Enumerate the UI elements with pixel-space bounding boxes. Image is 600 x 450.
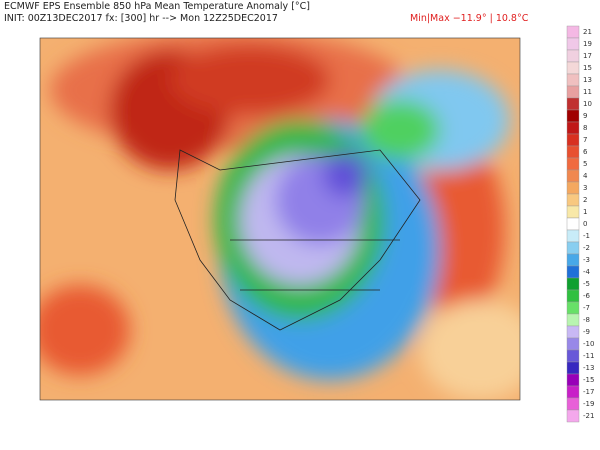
colorbar-label: 4: [583, 172, 588, 180]
colorbar-label: -13: [583, 364, 594, 372]
colorbar-label: 11: [583, 88, 592, 96]
colorbar-label: 7: [583, 136, 587, 144]
colorbar-swatch: [566, 85, 580, 99]
colorbar-label: -6: [583, 292, 591, 300]
colorbar-label: 15: [583, 64, 592, 72]
colorbar-swatch: [566, 277, 580, 291]
colorbar-label: 19: [583, 40, 592, 48]
colorbar-label: -10: [583, 340, 594, 348]
colorbar-label: 13: [583, 76, 592, 84]
colorbar-swatch: [566, 133, 580, 147]
colorbar-label: -11: [583, 352, 594, 360]
colorbar: 211917151311109876543210-1-2-3-4-5-6-7-8…: [566, 25, 594, 423]
colorbar-label: 9: [583, 112, 587, 120]
colorbar-swatch: [566, 229, 580, 243]
colorbar-swatch: [566, 385, 580, 399]
colorbar-label: -19: [583, 400, 594, 408]
colorbar-swatch: [566, 241, 580, 255]
colorbar-swatch: [566, 337, 580, 351]
colorbar-label: -4: [583, 268, 591, 276]
colorbar-swatch: [566, 301, 580, 315]
colorbar-label: -15: [583, 376, 594, 384]
colorbar-swatch: [566, 121, 580, 135]
colorbar-label: 5: [583, 160, 587, 168]
colorbar-swatch: [566, 409, 580, 423]
colorbar-label: 3: [583, 184, 587, 192]
colorbar-swatch: [566, 361, 580, 375]
colorbar-label: 6: [583, 148, 588, 156]
colorbar-label: -9: [583, 328, 590, 336]
map-frame: [39, 37, 521, 401]
coastline: [174, 149, 421, 331]
colorbar-label: 2: [583, 196, 587, 204]
colorbar-swatch: [566, 181, 580, 195]
colorbar-swatch: [566, 265, 580, 279]
colorbar-swatch: [566, 97, 580, 111]
colorbar-swatch: [566, 145, 580, 159]
colorbar-label: 0: [583, 220, 587, 228]
colorbar-swatch: [566, 397, 580, 411]
colorbar-swatch: [566, 193, 580, 207]
colorbar-swatch: [566, 325, 580, 339]
colorbar-swatch: [566, 109, 580, 123]
colorbar-label: -17: [583, 388, 594, 396]
init-line: INIT: 00Z13DEC2017 fx: [300] hr --> Mon …: [4, 13, 278, 24]
colorbar-label: 10: [583, 100, 592, 108]
colorbar-label: 21: [583, 28, 592, 36]
colorbar-swatch: [566, 313, 580, 327]
colorbar-swatch: [566, 73, 580, 87]
colorbar-swatch: [566, 349, 580, 363]
colorbar-swatch: [566, 49, 580, 63]
title: ECMWF EPS Ensemble 850 hPa Mean Temperat…: [4, 1, 310, 12]
colorbar-label: -2: [583, 244, 590, 252]
colorbar-swatch: [566, 37, 580, 51]
colorbar-swatch: [566, 373, 580, 387]
colorbar-swatch: [566, 217, 580, 231]
colorbar-label: -5: [583, 280, 590, 288]
colorbar-swatch: [566, 157, 580, 171]
colorbar-label: 17: [583, 52, 592, 60]
colorbar-swatch: [566, 289, 580, 303]
min-max: Min|Max −11.9° | 10.8°C: [410, 13, 529, 24]
colorbar-swatch: [566, 205, 580, 219]
colorbar-label: -21: [583, 412, 594, 420]
colorbar-label: -1: [583, 232, 590, 240]
colorbar-swatch: [566, 169, 580, 183]
colorbar-label: 8: [583, 124, 587, 132]
colorbar-swatch: [566, 25, 580, 39]
colorbar-label: -8: [583, 316, 590, 324]
colorbar-label: -7: [583, 304, 590, 312]
colorbar-label: 1: [583, 208, 587, 216]
anomaly-field: [40, 38, 520, 400]
colorbar-label: -3: [583, 256, 590, 264]
colorbar-swatch: [566, 61, 580, 75]
colorbar-swatch: [566, 253, 580, 267]
